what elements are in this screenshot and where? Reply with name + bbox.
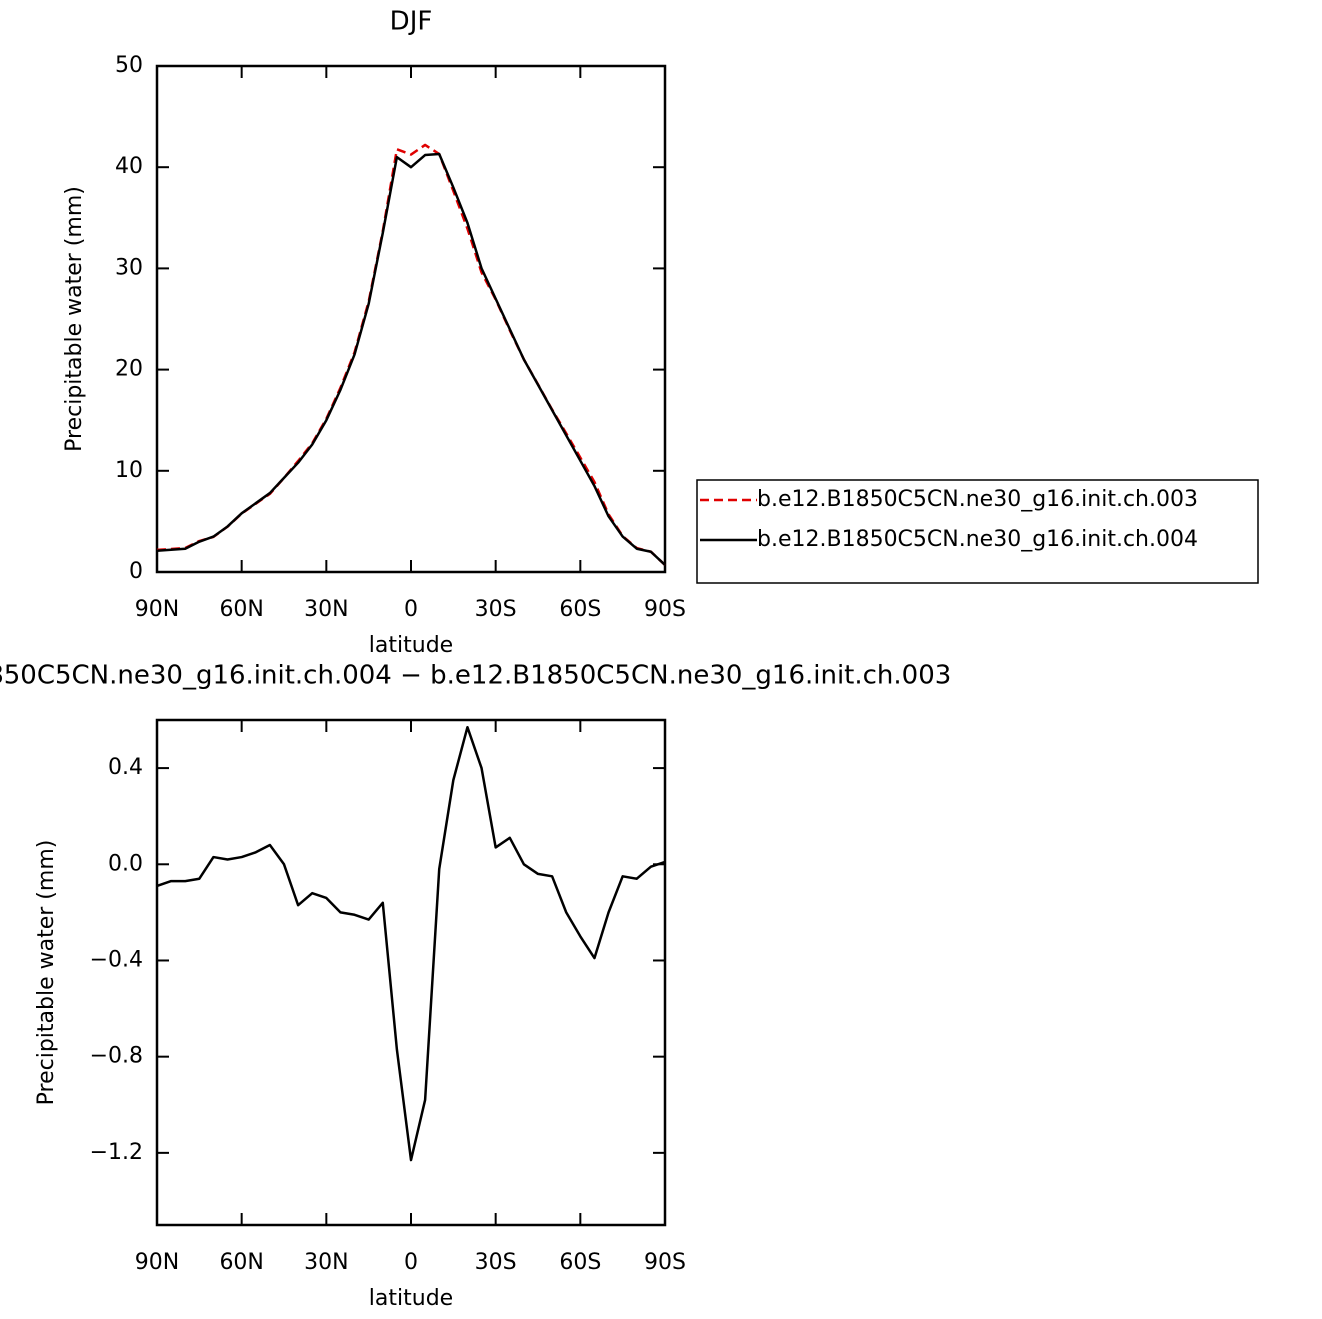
y-tick-label: −1.2 [90,1140,143,1165]
x-tick-label: 30N [304,597,348,622]
x-tick-label: 90N [135,1250,179,1275]
chart-title: b.e12.B1850C5CN.ne30_g16.init.ch.004 − b… [0,661,951,691]
y-tick-label: 10 [115,458,143,483]
data-line [156,725,666,1162]
legend-label: b.e12.B1850C5CN.ne30_g16.init.ch.003 [757,487,1198,512]
y-tick-label: 0 [129,559,143,584]
legend-label: b.e12.B1850C5CN.ne30_g16.init.ch.004 [757,527,1198,552]
x-tick-label: 90S [644,597,686,622]
x-tick-label: 30N [304,1250,348,1275]
y-tick-label: 30 [115,255,143,280]
x-tick-label: 60S [559,1250,601,1275]
y-tick-label: −0.8 [90,1044,143,1069]
legend-box [696,479,1259,584]
x-axis-label: latitude [369,633,453,658]
x-tick-label: 60N [219,597,263,622]
x-tick-label: 0 [404,1250,418,1275]
y-axis-label: Precipitable water (mm) [62,186,87,452]
plot-frame [155,64,667,574]
x-tick-label: 60S [559,597,601,622]
x-axis-label: latitude [369,1286,453,1311]
x-tick-label: 30S [475,1250,517,1275]
y-tick-label: 0.4 [108,755,143,780]
x-tick-label: 0 [404,597,418,622]
chart-title: DJF [390,7,433,37]
data-line [156,143,666,566]
x-tick-label: 90N [135,597,179,622]
y-axis-label: Precipitable water (mm) [34,840,59,1106]
x-tick-label: 60N [219,1250,263,1275]
y-tick-label: 50 [115,53,143,78]
y-tick-label: 20 [115,357,143,382]
data-line [156,152,666,566]
y-tick-label: −0.4 [90,947,143,972]
y-tick-label: 0.0 [108,851,143,876]
plot-frame [155,718,667,1227]
y-tick-label: 40 [115,154,143,179]
x-tick-label: 90S [644,1250,686,1275]
x-tick-label: 30S [475,597,517,622]
